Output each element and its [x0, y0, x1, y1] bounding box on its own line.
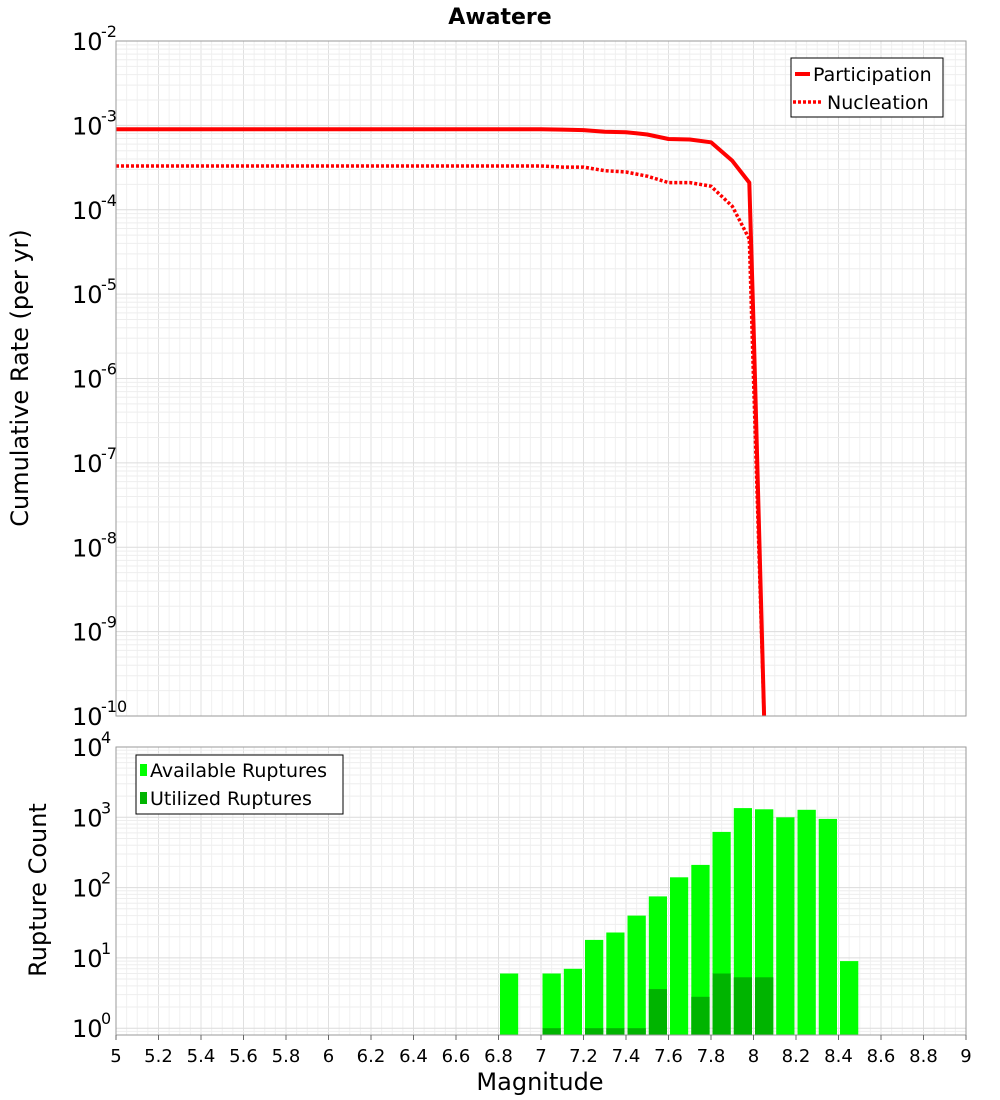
bottom-y-tick-label: 10: [72, 875, 103, 903]
legend-label-participation: Participation: [813, 64, 932, 86]
x-tick-label: 7.2: [569, 1046, 598, 1067]
bar-utilized-ruptures: [606, 1028, 625, 1035]
bottom-y-tick-exponent: 2: [101, 869, 111, 888]
legend-swatch-utilized-ruptures: [140, 792, 147, 804]
bar-available-ruptures: [500, 973, 519, 1035]
top-y-tick-exponent: -8: [101, 528, 117, 547]
bottom-y-tick-exponent: 0: [101, 1009, 111, 1028]
bottom-y-tick-exponent: 3: [101, 798, 111, 817]
top-y-tick-exponent: -2: [101, 22, 117, 41]
top-y-tick-exponent: -10: [101, 697, 127, 716]
top-y-tick-exponent: -5: [101, 275, 117, 294]
x-tick-label: 5.8: [272, 1046, 301, 1067]
bar-available-ruptures: [563, 968, 582, 1035]
top-y-tick-label: 10: [72, 450, 103, 478]
bar-utilized-ruptures: [542, 1028, 561, 1035]
bottom-y-tick-label: 10: [72, 734, 103, 762]
bar-utilized-ruptures: [691, 996, 710, 1035]
x-tick-label: 8: [748, 1046, 759, 1067]
bottom-y-tick-label: 10: [72, 945, 103, 973]
legend-swatch-available-ruptures: [140, 764, 147, 776]
bar-available-ruptures: [627, 915, 646, 1035]
x-tick-label: 6.6: [442, 1046, 471, 1067]
legend-label-nucleation: Nucleation: [827, 92, 929, 114]
x-tick-label: 8.8: [909, 1046, 938, 1067]
top-plot-border: [115, 40, 967, 717]
x-tick-label: 6.8: [484, 1046, 513, 1067]
x-tick-label: 7.6: [654, 1046, 683, 1067]
top-y-tick-exponent: -7: [101, 444, 117, 463]
x-tick-label: 5: [110, 1046, 121, 1067]
bar-utilized-ruptures: [755, 977, 774, 1035]
cumulative-rate-plot: 10-1010-910-810-710-610-510-410-310-2Par…: [72, 22, 967, 731]
x-tick-label: 5.4: [187, 1046, 216, 1067]
bar-utilized-ruptures: [585, 1028, 604, 1035]
bar-available-ruptures: [585, 939, 604, 1035]
bar-utilized-ruptures: [648, 989, 667, 1035]
chart-title: Awatere: [448, 5, 551, 30]
top-legend-box: [790, 57, 944, 118]
bottom-y-tick-exponent: 4: [101, 728, 111, 747]
bottom-legend-box: [135, 754, 344, 815]
series-line-nucleation: [116, 164, 766, 716]
bottom-y-tick-label: 10: [72, 804, 103, 832]
top-y-tick-label: 10: [72, 619, 103, 647]
top-y-tick-exponent: -4: [101, 191, 117, 210]
x-tick-label: 8.6: [867, 1046, 896, 1067]
bottom-y-tick-exponent: 1: [101, 939, 111, 958]
top-y-tick-label: 10: [72, 703, 103, 731]
bottom-y-tick-label: 10: [72, 1015, 103, 1043]
top-y-tick-exponent: -3: [101, 106, 117, 125]
top-y-axis-label: Cumulative Rate (per yr): [6, 229, 34, 527]
x-tick-label: 6.4: [399, 1046, 428, 1067]
bar-available-ruptures: [542, 973, 561, 1035]
top-y-tick-label: 10: [72, 281, 103, 309]
bar-available-ruptures: [606, 932, 625, 1035]
bar-available-ruptures: [840, 961, 859, 1035]
series-line-participation: [116, 127, 767, 716]
top-y-tick-label: 10: [72, 28, 103, 56]
bar-available-ruptures: [691, 864, 710, 1035]
bar-utilized-ruptures: [627, 1028, 646, 1035]
bar-available-ruptures: [670, 877, 689, 1035]
bar-available-ruptures: [797, 809, 816, 1035]
x-tick-label: 8.4: [824, 1046, 853, 1067]
x-tick-label: 7: [535, 1046, 546, 1067]
bar-utilized-ruptures: [712, 973, 731, 1035]
x-tick-label: 7.8: [697, 1046, 726, 1067]
x-tick-label: 8.2: [782, 1046, 811, 1067]
x-tick-label: 5.6: [229, 1046, 258, 1067]
top-y-tick-exponent: -9: [101, 613, 117, 632]
top-y-tick-label: 10: [72, 534, 103, 562]
x-tick-label: 5.2: [144, 1046, 173, 1067]
legend-label-utilized-ruptures: Utilized Ruptures: [150, 788, 312, 810]
bar-available-ruptures: [776, 817, 795, 1035]
bar-utilized-ruptures: [733, 977, 752, 1035]
top-y-tick-exponent: -6: [101, 360, 117, 379]
x-tick-label: 9: [960, 1046, 971, 1067]
top-y-tick-label: 10: [72, 197, 103, 225]
x-tick-label: 7.4: [612, 1046, 641, 1067]
top-y-tick-label: 10: [72, 366, 103, 394]
x-tick-label: 6.2: [357, 1046, 386, 1067]
x-tick-label: 6: [323, 1046, 334, 1067]
bottom-y-axis-label: Rupture Count: [24, 803, 52, 977]
legend-label-available-ruptures: Available Ruptures: [150, 760, 327, 782]
x-axis-label: Magnitude: [476, 1068, 603, 1096]
bar-available-ruptures: [818, 818, 837, 1035]
top-y-tick-label: 10: [72, 112, 103, 140]
